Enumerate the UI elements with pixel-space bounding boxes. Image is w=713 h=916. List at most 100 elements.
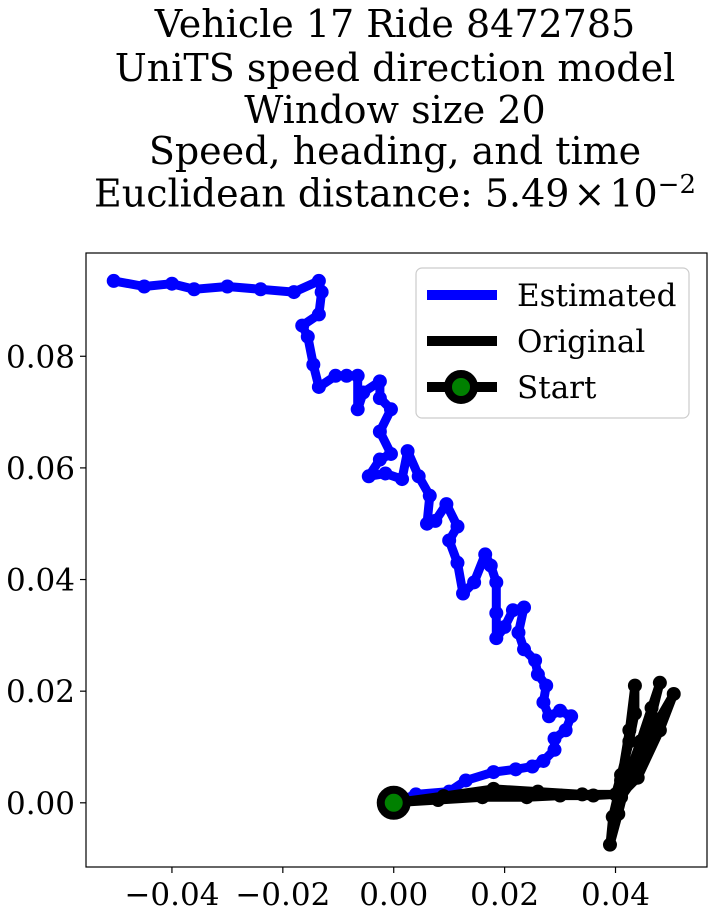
series-point-estimated bbox=[497, 619, 512, 634]
series-point-estimated bbox=[314, 285, 329, 300]
x-tick-label: 0.04 bbox=[581, 877, 650, 913]
plot-frame bbox=[85, 252, 708, 868]
series-point-original bbox=[633, 734, 648, 749]
chart-title-line-4: Speed, heading, and time bbox=[148, 129, 642, 173]
series-point-original bbox=[622, 734, 637, 749]
series-point-estimated bbox=[541, 709, 556, 724]
series-point-estimated bbox=[286, 285, 301, 300]
series-point-estimated bbox=[372, 424, 387, 439]
series-point-estimated bbox=[536, 753, 551, 768]
series-point-estimated bbox=[489, 575, 504, 590]
series-point-estimated bbox=[467, 575, 482, 590]
series-point-estimated bbox=[372, 452, 387, 467]
series-point-estimated bbox=[328, 368, 343, 383]
series-point-estimated bbox=[528, 653, 543, 668]
series-point-estimated bbox=[350, 368, 365, 383]
series-point-estimated bbox=[564, 709, 579, 724]
series-point-estimated bbox=[458, 773, 473, 788]
series-point-estimated bbox=[547, 731, 562, 746]
x-axis: −0.04 −0.02 0.00 0.02 0.04 bbox=[124, 867, 650, 913]
series-point-estimated bbox=[517, 600, 532, 615]
y-tick-label: 0.08 bbox=[6, 339, 75, 375]
series-point-estimated bbox=[450, 555, 465, 570]
series-point-estimated bbox=[164, 276, 179, 291]
series-point-estimated bbox=[395, 472, 410, 487]
series-point-estimated bbox=[450, 519, 465, 534]
series-point-estimated bbox=[295, 318, 310, 333]
chart-title-line-5: Euclidean distance: 5.49 × 10−2 bbox=[0, 170, 713, 216]
series-point-estimated bbox=[220, 279, 235, 294]
distance-times: × bbox=[573, 171, 606, 216]
series-point-original bbox=[627, 706, 642, 721]
series-point-original bbox=[486, 781, 501, 796]
series-point-estimated bbox=[378, 466, 393, 481]
start-marker bbox=[376, 785, 411, 820]
series-point-estimated bbox=[339, 368, 354, 383]
series-point-estimated bbox=[253, 282, 268, 297]
y-tick-label: 0.06 bbox=[6, 451, 75, 487]
series-point-estimated bbox=[558, 723, 573, 738]
series-point-estimated bbox=[483, 558, 498, 573]
series-point-estimated bbox=[489, 631, 504, 646]
series-point-estimated bbox=[517, 642, 532, 657]
y-axis: 0.00 0.02 0.04 0.06 0.08 bbox=[6, 339, 86, 822]
series-point-estimated bbox=[311, 307, 326, 322]
series-point-estimated bbox=[372, 391, 387, 406]
series-point-estimated bbox=[442, 533, 457, 548]
chart-title-line-3: Window size 20 bbox=[244, 88, 546, 132]
series-point-estimated bbox=[383, 446, 398, 461]
distance-exponent: −2 bbox=[657, 170, 696, 200]
series-point-original bbox=[652, 675, 667, 690]
series-point-estimated bbox=[547, 742, 562, 757]
series-point-estimated bbox=[489, 606, 504, 621]
series-point-estimated bbox=[539, 678, 554, 693]
series-point-estimated bbox=[400, 444, 415, 459]
legend-label-original: Original bbox=[517, 324, 645, 360]
series-layer bbox=[106, 273, 681, 852]
legend-box bbox=[415, 267, 690, 419]
series-point-estimated bbox=[508, 762, 523, 777]
x-tick-label: −0.02 bbox=[235, 877, 330, 913]
series-markers-estimated bbox=[106, 273, 579, 810]
series-point-estimated bbox=[372, 374, 387, 389]
legend-label-estimated: Estimated bbox=[517, 278, 676, 314]
series-point-original bbox=[436, 789, 451, 804]
series-point-estimated bbox=[311, 379, 326, 394]
x-tick-label: −0.04 bbox=[124, 877, 219, 913]
series-point-estimated bbox=[137, 279, 152, 294]
series-point-estimated bbox=[311, 273, 326, 288]
series-point-original bbox=[553, 788, 568, 803]
series-point-estimated bbox=[439, 497, 454, 512]
series-point-estimated bbox=[486, 765, 501, 780]
x-tick-label: 0.02 bbox=[470, 877, 539, 913]
y-tick-label: 0.00 bbox=[6, 786, 75, 822]
series-point-original bbox=[666, 686, 681, 701]
y-tick-label: 0.02 bbox=[6, 674, 75, 710]
series-point-original bbox=[575, 787, 590, 802]
series-point-original bbox=[652, 723, 667, 738]
legend-label-start: Start bbox=[517, 370, 597, 406]
series-point-estimated bbox=[505, 603, 520, 618]
series-point-original bbox=[475, 790, 490, 805]
chart-title-line-1: Vehicle 17 Ride 8472785 bbox=[154, 2, 636, 46]
series-point-original bbox=[530, 784, 545, 799]
series-point-estimated bbox=[350, 402, 365, 417]
series-point-original bbox=[627, 678, 642, 693]
x-tick-label: 0.00 bbox=[359, 877, 428, 913]
distance-base: 10 bbox=[609, 171, 658, 216]
legend: Estimated Original Start bbox=[415, 267, 690, 419]
series-point-estimated bbox=[106, 273, 121, 288]
series-point-original bbox=[622, 723, 637, 738]
series-point-original bbox=[614, 787, 629, 802]
series-point-estimated bbox=[187, 282, 202, 297]
series-point-estimated bbox=[356, 385, 371, 400]
series-point-original bbox=[644, 709, 659, 724]
series-point-estimated bbox=[411, 469, 426, 484]
series-point-estimated bbox=[300, 329, 315, 344]
distance-label: Euclidean distance: 5.49 bbox=[94, 171, 570, 216]
series-point-estimated bbox=[511, 625, 526, 640]
series-point-original bbox=[519, 790, 534, 805]
series-point-estimated bbox=[478, 547, 493, 562]
legend-start-marker bbox=[444, 370, 478, 404]
